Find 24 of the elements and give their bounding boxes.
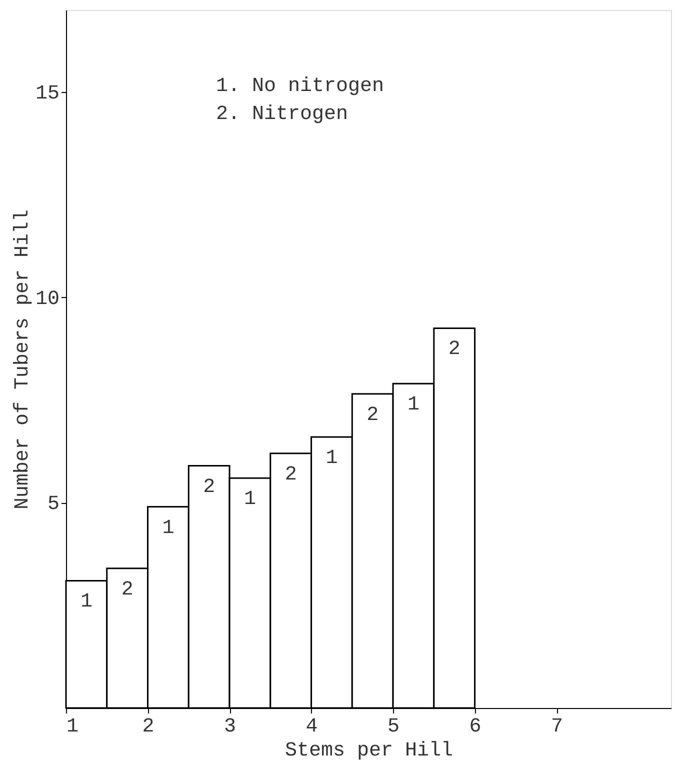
annotation: 1. No nitrogen (216, 75, 384, 98)
annotation: 2 (448, 338, 460, 362)
annotation: 1 (244, 488, 256, 512)
annotation: 1 (80, 590, 92, 614)
x-tick-label: 7 (551, 716, 564, 738)
y-tick-label: 5 (47, 493, 60, 516)
annotation: 2 (284, 463, 297, 486)
annotation: 2 (203, 476, 216, 499)
annotation: 2. Nitrogen (216, 103, 348, 126)
x-tick-label: 6 (469, 716, 482, 738)
annotation: 2 (366, 404, 379, 427)
y-tick-label: 10 (35, 288, 60, 311)
annotation: 1 (162, 516, 174, 540)
x-tick-label: 2 (142, 716, 154, 738)
x-tick-label: 5 (388, 716, 400, 738)
x-tick-label: 4 (306, 716, 318, 738)
annotation: 1 (407, 394, 420, 417)
x-tick-label: 1 (66, 716, 79, 738)
x-tick-label: 3 (224, 716, 236, 738)
annotation: 2 (121, 578, 134, 602)
x-axis-title: Stems per Hill (284, 740, 454, 762)
y-tick-label: 15 (35, 82, 60, 106)
y-axis-title: Number of Tubers per Hill (11, 209, 34, 510)
annotation: 1 (326, 447, 338, 470)
